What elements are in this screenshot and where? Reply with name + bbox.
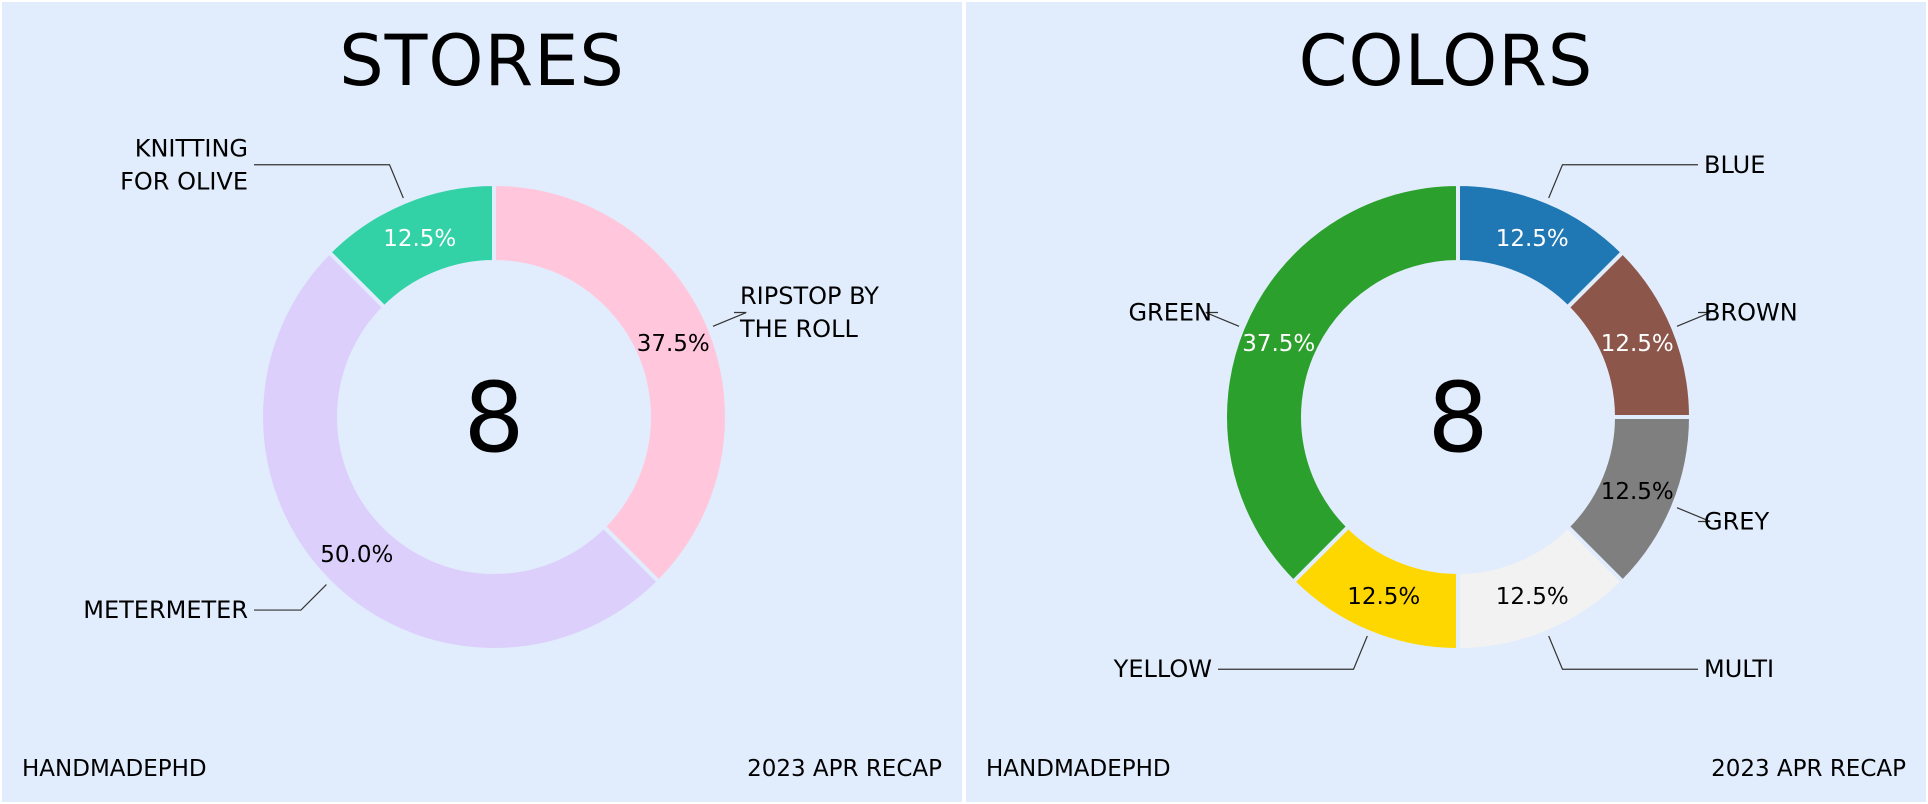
colors-footer-period: 2023 APR RECAP — [1711, 756, 1906, 782]
stores-leader-ripstop-by-the-roll — [712, 311, 747, 327]
stores-slice-knitting-for-olive — [326, 181, 496, 311]
colors-pct-blue: 12.5% — [1496, 226, 1569, 252]
colors-leader-grey — [1676, 507, 1711, 523]
colors-center-count: 8 — [1427, 362, 1488, 474]
stores-donut-chart: 37.5% RIPSTOP BY THE ROLL 50.0% METERMETER 12… — [83, 134, 879, 652]
stores-leader-knitting-for-olive — [254, 164, 404, 199]
colors-label-grey: GREY — [1704, 507, 1769, 535]
colors-slice-green — [1223, 181, 1460, 585]
colors-pct-brown: 12.5% — [1601, 331, 1674, 357]
stores-label-metermeter: METERMETER — [83, 596, 248, 624]
stores-pct-knitting-for-olive: 12.5% — [383, 226, 456, 252]
stores-leader-metermeter — [254, 584, 327, 611]
stores-panel: STORES 37.5% RIPSTOP BY THE ROLL 50.0% METER… — [2, 2, 962, 802]
colors-label-yellow: YELLOW — [1113, 655, 1212, 683]
colors-footer-brand: HANDMADEPHD — [986, 756, 1171, 782]
colors-leader-brown — [1676, 311, 1711, 327]
colors-title: COLORS — [1298, 20, 1594, 102]
colors-pct-grey: 12.5% — [1601, 479, 1674, 505]
stores-footer-period: 2023 APR RECAP — [747, 756, 942, 782]
stores-title: STORES — [339, 20, 625, 102]
colors-label-green: GREEN — [1128, 299, 1212, 327]
stores-pct-metermeter: 50.0% — [320, 542, 393, 568]
stores-label-ripstop-by-the-roll: RIPSTOP BY THE ROLL — [739, 282, 879, 343]
colors-pct-green: 37.5% — [1242, 331, 1315, 357]
colors-pct-yellow: 12.5% — [1347, 584, 1420, 610]
colors-label-multi: MULTI — [1704, 655, 1774, 683]
stores-slice-metermeter — [259, 249, 662, 652]
stores-pct-ripstop-by-the-roll: 37.5% — [637, 331, 710, 357]
colors-label-brown: BROWN — [1704, 299, 1798, 327]
stores-footer-brand: HANDMADEPHD — [22, 756, 207, 782]
stores-slice-ripstop-by-the-roll — [492, 181, 729, 585]
colors-panel: COLORS 12.5% BLUE 12.5% BROWN 12.5% GREY 12.5%… — [966, 2, 1926, 802]
colors-leader-yellow — [1218, 635, 1368, 670]
colors-leader-multi — [1548, 635, 1698, 670]
stores-label-knitting-for-olive: KNITTING FOR OLIVE — [120, 134, 248, 195]
colors-label-blue: BLUE — [1704, 151, 1765, 179]
colors-leader-blue — [1548, 164, 1698, 199]
colors-pct-multi: 12.5% — [1496, 584, 1569, 610]
colors-donut-chart: 12.5% BLUE 12.5% BROWN 12.5% GREY 12.5% MULTI 12… — [1113, 151, 1798, 683]
colors-leader-green — [1205, 311, 1240, 327]
stores-center-count: 8 — [463, 362, 524, 474]
